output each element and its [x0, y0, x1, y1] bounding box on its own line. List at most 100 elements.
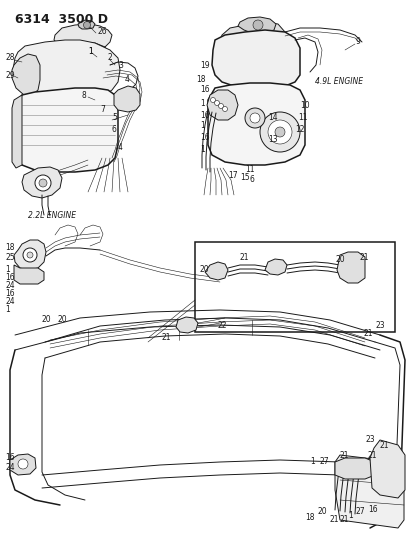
Text: 4.9L ENGINE: 4.9L ENGINE	[315, 77, 363, 86]
Polygon shape	[14, 240, 46, 270]
Text: 28: 28	[6, 52, 16, 61]
Circle shape	[18, 459, 28, 469]
Text: 18: 18	[305, 513, 315, 521]
Text: 21: 21	[240, 253, 250, 262]
Text: 21: 21	[162, 334, 171, 343]
Text: 23: 23	[375, 320, 385, 329]
Polygon shape	[220, 22, 285, 48]
Polygon shape	[58, 42, 108, 62]
Text: 2.2L ENGINE: 2.2L ENGINE	[28, 211, 76, 220]
Polygon shape	[12, 95, 22, 168]
Circle shape	[215, 101, 220, 106]
Circle shape	[275, 127, 285, 137]
Polygon shape	[13, 40, 120, 100]
Circle shape	[39, 179, 47, 187]
Text: 11: 11	[298, 114, 308, 123]
Text: 21: 21	[363, 328, 373, 337]
Text: 21: 21	[340, 450, 350, 459]
Text: 20: 20	[335, 255, 345, 264]
Text: 24: 24	[5, 464, 15, 472]
Polygon shape	[207, 90, 238, 120]
Circle shape	[23, 248, 37, 262]
Text: 21: 21	[360, 254, 370, 262]
Text: 18: 18	[196, 76, 206, 85]
Circle shape	[250, 113, 260, 123]
Circle shape	[253, 20, 263, 30]
Polygon shape	[54, 24, 112, 50]
Text: 12: 12	[295, 125, 304, 134]
Text: 5: 5	[112, 114, 117, 123]
Circle shape	[219, 103, 224, 109]
Text: 20: 20	[318, 507, 328, 516]
Polygon shape	[212, 30, 300, 90]
Text: 2: 2	[108, 53, 113, 62]
Text: 18: 18	[5, 243, 15, 252]
Text: 26: 26	[98, 28, 108, 36]
Circle shape	[27, 252, 33, 258]
Polygon shape	[176, 317, 198, 333]
Text: 21: 21	[368, 450, 377, 459]
Text: 20: 20	[200, 265, 210, 274]
Text: 1: 1	[5, 265, 10, 274]
Polygon shape	[370, 440, 405, 498]
Polygon shape	[14, 265, 44, 284]
Text: 17: 17	[228, 171, 237, 180]
Polygon shape	[238, 17, 276, 33]
Polygon shape	[14, 88, 118, 172]
Text: 6: 6	[112, 125, 117, 134]
Bar	[195, 242, 395, 332]
Text: 24: 24	[5, 281, 15, 290]
Text: 6: 6	[250, 175, 255, 184]
Text: 1: 1	[200, 99, 205, 108]
Text: 1: 1	[200, 146, 205, 155]
Text: 29: 29	[6, 70, 16, 79]
Text: 16: 16	[200, 110, 210, 119]
Polygon shape	[22, 167, 62, 198]
Text: 7: 7	[100, 106, 105, 115]
Text: 24: 24	[5, 297, 15, 306]
Text: 16: 16	[368, 505, 378, 514]
Text: 13: 13	[268, 135, 277, 144]
Circle shape	[35, 175, 51, 191]
Text: 15: 15	[240, 174, 250, 182]
Circle shape	[211, 98, 215, 102]
Text: 4: 4	[118, 143, 123, 152]
Polygon shape	[12, 54, 40, 95]
Polygon shape	[335, 455, 404, 528]
Text: 16: 16	[5, 454, 15, 463]
Text: 20: 20	[58, 316, 68, 325]
Polygon shape	[78, 20, 95, 29]
Text: 21: 21	[380, 440, 390, 449]
Polygon shape	[208, 83, 305, 165]
Circle shape	[84, 21, 91, 28]
Text: 4: 4	[125, 76, 130, 85]
Text: 8: 8	[82, 91, 87, 100]
Polygon shape	[10, 454, 36, 475]
Text: 20: 20	[42, 316, 52, 325]
Text: 27: 27	[355, 507, 365, 516]
Polygon shape	[265, 259, 287, 275]
Text: 9: 9	[355, 37, 360, 46]
Polygon shape	[337, 252, 365, 283]
Text: 3: 3	[118, 61, 123, 69]
Text: 1: 1	[5, 305, 10, 314]
Circle shape	[268, 120, 292, 144]
Text: 1: 1	[310, 457, 315, 466]
Text: 1: 1	[88, 47, 93, 56]
Polygon shape	[114, 86, 140, 112]
Text: 1: 1	[348, 512, 353, 521]
Text: 1: 1	[88, 47, 93, 56]
Text: 19: 19	[200, 61, 210, 69]
Text: 21: 21	[340, 515, 350, 524]
Text: 1: 1	[200, 120, 205, 130]
Polygon shape	[335, 458, 375, 479]
Text: 23: 23	[365, 435, 375, 445]
Text: 21: 21	[330, 515, 339, 524]
Text: 14: 14	[268, 114, 277, 123]
Text: 10: 10	[300, 101, 310, 109]
Circle shape	[222, 107, 228, 111]
Text: 27: 27	[320, 457, 330, 466]
Text: 11: 11	[245, 166, 255, 174]
Circle shape	[260, 112, 300, 152]
Text: 16: 16	[5, 273, 15, 282]
